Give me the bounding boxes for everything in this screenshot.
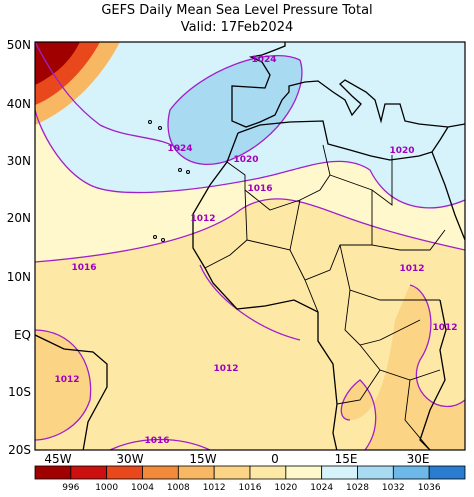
contour-label: 1024 bbox=[167, 144, 192, 154]
colorbar-swatch bbox=[177, 465, 215, 480]
lon-label: 45W bbox=[44, 452, 71, 466]
colorbar-swatch bbox=[249, 465, 287, 480]
lon-label: 30E bbox=[407, 452, 430, 466]
lat-label: 10S bbox=[8, 385, 31, 399]
lat-label: 50N bbox=[7, 38, 31, 52]
colorbar-swatch bbox=[34, 465, 72, 480]
contour-label: 1012 bbox=[432, 323, 457, 333]
colorbar-swatch bbox=[213, 465, 251, 480]
colorbar-label: 1036 bbox=[418, 483, 441, 493]
contour-label: 1020 bbox=[233, 155, 258, 165]
colorbar-label: 1012 bbox=[203, 483, 226, 493]
colorbar-swatch bbox=[285, 465, 323, 480]
contour-label: 1012 bbox=[213, 364, 238, 374]
colorbar-label: 1008 bbox=[167, 483, 190, 493]
colorbar-label: 1020 bbox=[274, 483, 297, 493]
map-area bbox=[35, 42, 465, 450]
lat-label: EQ bbox=[14, 328, 31, 342]
colorbar-label: 1028 bbox=[346, 483, 369, 493]
lat-label: 20N bbox=[7, 211, 31, 225]
map-frame bbox=[34, 41, 466, 451]
colorbar-label: 1000 bbox=[95, 483, 118, 493]
lon-label: 0 bbox=[271, 452, 279, 466]
lat-label: 20S bbox=[8, 443, 31, 457]
colorbar-swatch bbox=[106, 465, 143, 480]
colorbar-label: 1004 bbox=[131, 483, 154, 493]
colorbar-swatch bbox=[321, 465, 358, 480]
colorbar-label: 1032 bbox=[382, 483, 405, 493]
contour-label: 1012 bbox=[54, 375, 79, 385]
colorbar-label: 1016 bbox=[239, 483, 262, 493]
contour-label: 1020 bbox=[389, 146, 414, 156]
colorbar-swatch bbox=[357, 465, 394, 480]
contour-label: 1012 bbox=[399, 264, 424, 274]
lat-label: 40N bbox=[7, 97, 31, 111]
subtitle: Valid: 17Feb2024 bbox=[181, 20, 293, 35]
colorbar-swatch bbox=[392, 465, 430, 480]
title: GEFS Daily Mean Sea Level Pressure Total bbox=[101, 3, 372, 18]
lon-label: 30W bbox=[116, 452, 143, 466]
colorbar-swatch bbox=[70, 465, 108, 480]
contour-label: 1016 bbox=[144, 436, 169, 446]
lat-label: 10N bbox=[7, 270, 31, 284]
lat-label: 30N bbox=[7, 154, 31, 168]
lon-label: 15W bbox=[189, 452, 216, 466]
contour-label: 1012 bbox=[190, 214, 215, 224]
contour-label: 1024 bbox=[251, 55, 276, 65]
contour-label: 1016 bbox=[71, 263, 96, 273]
lon-label: 15E bbox=[335, 452, 358, 466]
colorbar-label: 1024 bbox=[310, 483, 333, 493]
contour-label: 1016 bbox=[247, 184, 272, 194]
colorbar-swatch bbox=[428, 465, 466, 480]
colorbar-swatch bbox=[142, 465, 179, 480]
colorbar-label: 996 bbox=[62, 483, 79, 493]
